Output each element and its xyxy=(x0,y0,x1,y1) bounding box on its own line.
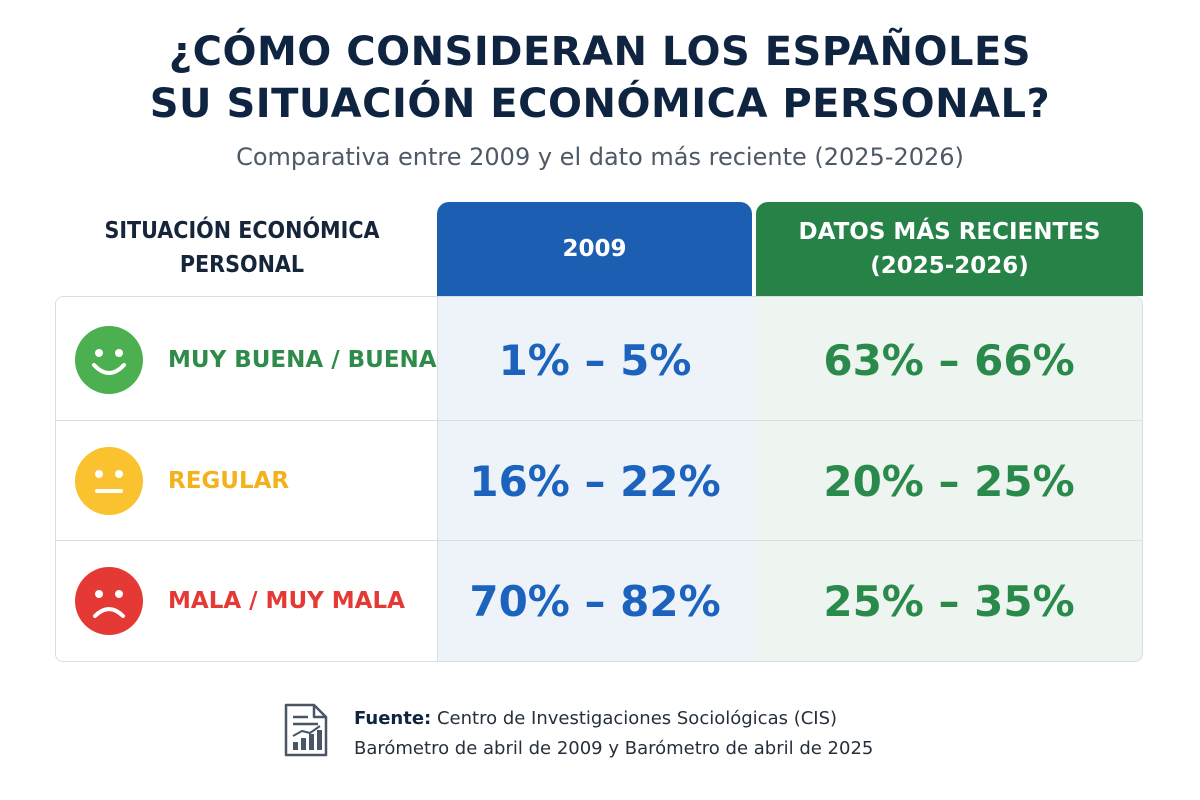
page-title: ¿CÓMO CONSIDERAN LOS ESPAÑOLES SU SITUAC… xyxy=(0,26,1200,130)
row-header-line-1: SITUACIÓN ECONÓMICA xyxy=(104,218,380,244)
column-header-2009: 2009 xyxy=(437,202,752,296)
column-2009-background xyxy=(437,297,755,661)
happy-face-icon xyxy=(75,326,143,394)
table-row-regular: REGULAR 16% – 22% 20% – 25% xyxy=(56,421,1142,541)
document-chart-icon xyxy=(284,703,328,757)
sad-face-icon xyxy=(75,567,143,635)
column-header-recent-line-2: (2025-2026) xyxy=(870,253,1029,279)
row-header-label: SITUACIÓN ECONÓMICA PERSONAL xyxy=(62,214,422,282)
value-recent-bad: 25% – 35% xyxy=(823,576,1075,626)
row-label-bad: MALA / MUY MALA xyxy=(168,588,405,614)
row-label-good: MUY BUENA / BUENA xyxy=(168,347,437,373)
source-org: Centro de Investigaciones Sociológicas (… xyxy=(436,708,838,729)
source-label: Fuente: xyxy=(354,708,432,729)
source-detail: Barómetro de abril de 2009 y Barómetro d… xyxy=(354,738,874,759)
row-header-line-2: PERSONAL xyxy=(179,252,305,278)
value-2009-regular: 16% – 22% xyxy=(469,456,721,506)
title-line-2: SU SITUACIÓN ECONÓMICA PERSONAL? xyxy=(149,81,1051,127)
column-header-2009-label: 2009 xyxy=(562,236,627,262)
title-line-1: ¿CÓMO CONSIDERAN LOS ESPAÑOLES xyxy=(168,29,1032,75)
value-2009-good: 1% – 5% xyxy=(498,335,692,385)
neutral-face-icon xyxy=(75,447,143,515)
comparison-table: MUY BUENA / BUENA 1% – 5% 63% – 66% REGU… xyxy=(55,296,1143,662)
column-header-recent: DATOS MÁS RECIENTES (2025-2026) xyxy=(756,202,1143,296)
value-recent-good: 63% – 66% xyxy=(823,335,1075,385)
source-text: Fuente: Centro de Investigaciones Sociol… xyxy=(354,704,873,764)
table-row-bad: MALA / MUY MALA 70% – 82% 25% – 35% xyxy=(56,541,1142,661)
page-subtitle: Comparativa entre 2009 y el dato más rec… xyxy=(236,143,964,171)
row-divider xyxy=(56,540,1142,541)
value-recent-regular: 20% – 25% xyxy=(823,456,1075,506)
source-note: Fuente: Centro de Investigaciones Sociol… xyxy=(282,700,982,764)
row-label-regular: REGULAR xyxy=(168,468,290,494)
row-divider xyxy=(56,420,1142,421)
column-header-recent-line-1: DATOS MÁS RECIENTES xyxy=(798,219,1101,245)
value-2009-bad: 70% – 82% xyxy=(469,576,721,626)
column-recent-background xyxy=(754,297,1142,661)
table-row-good: MUY BUENA / BUENA 1% – 5% 63% – 66% xyxy=(56,300,1142,420)
